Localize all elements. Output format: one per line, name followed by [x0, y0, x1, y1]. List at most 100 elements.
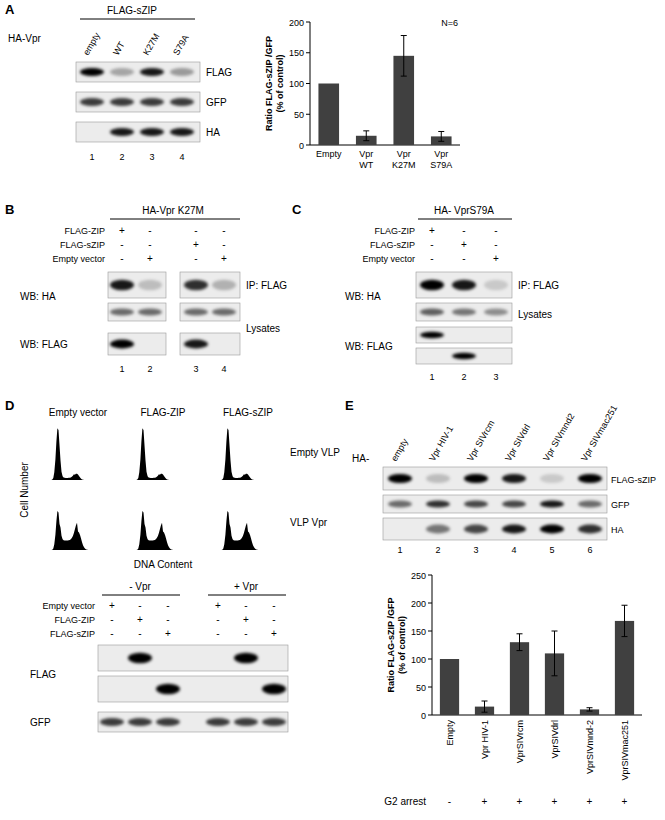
lane-label: S79A [171, 33, 191, 57]
row-label: Empty VLP [290, 447, 340, 458]
sign: + [493, 253, 499, 264]
error-line [484, 701, 485, 712]
sign: - [430, 253, 433, 264]
blot-label: FLAG [30, 669, 56, 680]
blot [383, 518, 607, 540]
histogram [127, 428, 199, 480]
axis-label: Ratio FLAG-sZIP /GFP(% of control) [386, 598, 407, 693]
tick [306, 145, 310, 146]
blot [180, 303, 240, 321]
sign: - [166, 614, 169, 625]
column-label: Empty vector [49, 407, 108, 418]
header: HA- VprS79A [434, 205, 494, 216]
sign: + [221, 253, 227, 264]
blot [416, 348, 512, 364]
lane-number: 5 [549, 545, 554, 555]
band [184, 340, 208, 349]
blot [108, 303, 166, 321]
band [212, 308, 236, 315]
tick-label: 150 [411, 627, 426, 637]
tick-label: 0 [299, 141, 304, 151]
blot [76, 92, 200, 112]
sign: + [109, 600, 115, 611]
band [234, 718, 258, 726]
band [110, 308, 134, 315]
band [128, 653, 152, 663]
error-line [589, 708, 590, 711]
blot-label: FLAG [206, 67, 232, 78]
blot [108, 272, 166, 298]
tick-label: 200 [411, 599, 426, 609]
error-cap [401, 35, 407, 36]
side-label: Lysates [518, 309, 552, 320]
y-axis [432, 575, 433, 715]
category-label: Empty [316, 149, 342, 159]
error-cap [482, 712, 488, 713]
sign: - [138, 600, 141, 611]
lane-label: empty [389, 436, 410, 463]
sign: - [272, 600, 275, 611]
band [80, 68, 104, 76]
sign: - [194, 225, 197, 236]
blot [108, 333, 166, 355]
sign: + [517, 796, 523, 807]
band [262, 718, 286, 726]
lane-label: Vpr SIVmnd2 [541, 412, 576, 463]
condition: FLAG-ZIP [64, 226, 105, 236]
header: HA-Vpr K27M [142, 205, 204, 216]
label: HA- [352, 453, 369, 464]
band [578, 474, 602, 483]
tick [306, 22, 310, 23]
sign: - [222, 225, 225, 236]
tick-label: 100 [411, 655, 426, 665]
sign: - [194, 253, 197, 264]
sign: + [147, 253, 153, 264]
blot [416, 303, 512, 321]
row-label: VLP Vpr [290, 517, 328, 528]
rule [102, 595, 180, 596]
tick [306, 114, 310, 115]
blot [416, 327, 512, 343]
band [140, 68, 164, 76]
band [452, 308, 476, 315]
band [388, 474, 412, 483]
band [138, 308, 162, 315]
error-line [624, 605, 625, 636]
line: K27M [392, 160, 416, 170]
line: Vpr [359, 149, 373, 159]
sign: + [461, 239, 467, 250]
tick-label: 250 [411, 571, 426, 581]
sign: + [587, 796, 593, 807]
error-line [441, 131, 442, 141]
side-label: Lysates [246, 323, 280, 334]
lane-number: 1 [397, 545, 402, 555]
sign: + [243, 614, 249, 625]
panel-label: C [292, 202, 302, 217]
line: WT [359, 160, 373, 170]
category-label: VprS79A [430, 149, 452, 170]
error-cap [438, 141, 444, 142]
sign: + [137, 614, 143, 625]
category-label: VprSIVmnd-2 [585, 720, 595, 774]
category-label: VprSIVdrl [550, 720, 560, 759]
category-label: VprSIVmac251 [620, 720, 630, 781]
band [138, 280, 162, 290]
tick-label: 150 [289, 48, 304, 58]
tick-label: 200 [289, 18, 304, 28]
error-bar [517, 634, 523, 651]
sign: - [222, 239, 225, 250]
error-bar [482, 701, 488, 712]
band [388, 500, 412, 507]
band [464, 474, 488, 483]
tick [428, 687, 432, 688]
blot-label: GFP [206, 97, 227, 108]
band [234, 653, 258, 663]
lane-number: 3 [493, 372, 498, 382]
tick-label: 100 [289, 79, 304, 89]
tick [428, 603, 432, 604]
sign: - [216, 614, 219, 625]
blot-label: GFP [611, 500, 630, 510]
sign: + [482, 796, 488, 807]
rule [208, 595, 286, 596]
tick [428, 631, 432, 632]
